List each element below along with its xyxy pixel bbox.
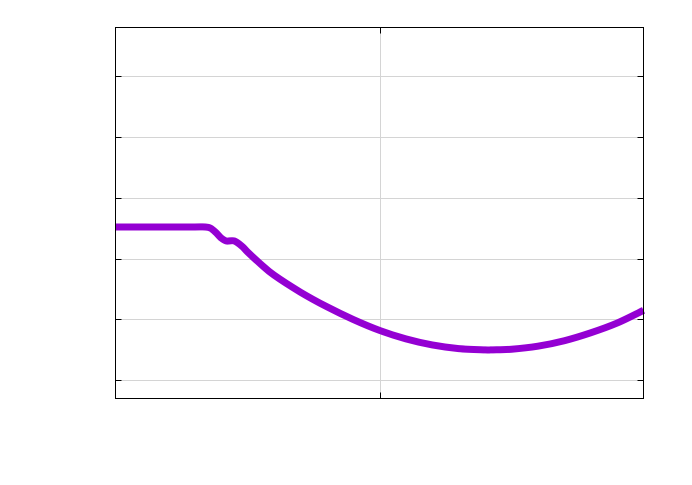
tick-marks (115, 27, 644, 399)
series-layer (115, 223, 646, 354)
grid-lines (115, 27, 644, 399)
plot-frame (115, 27, 644, 399)
series-line-0 (115, 223, 646, 354)
